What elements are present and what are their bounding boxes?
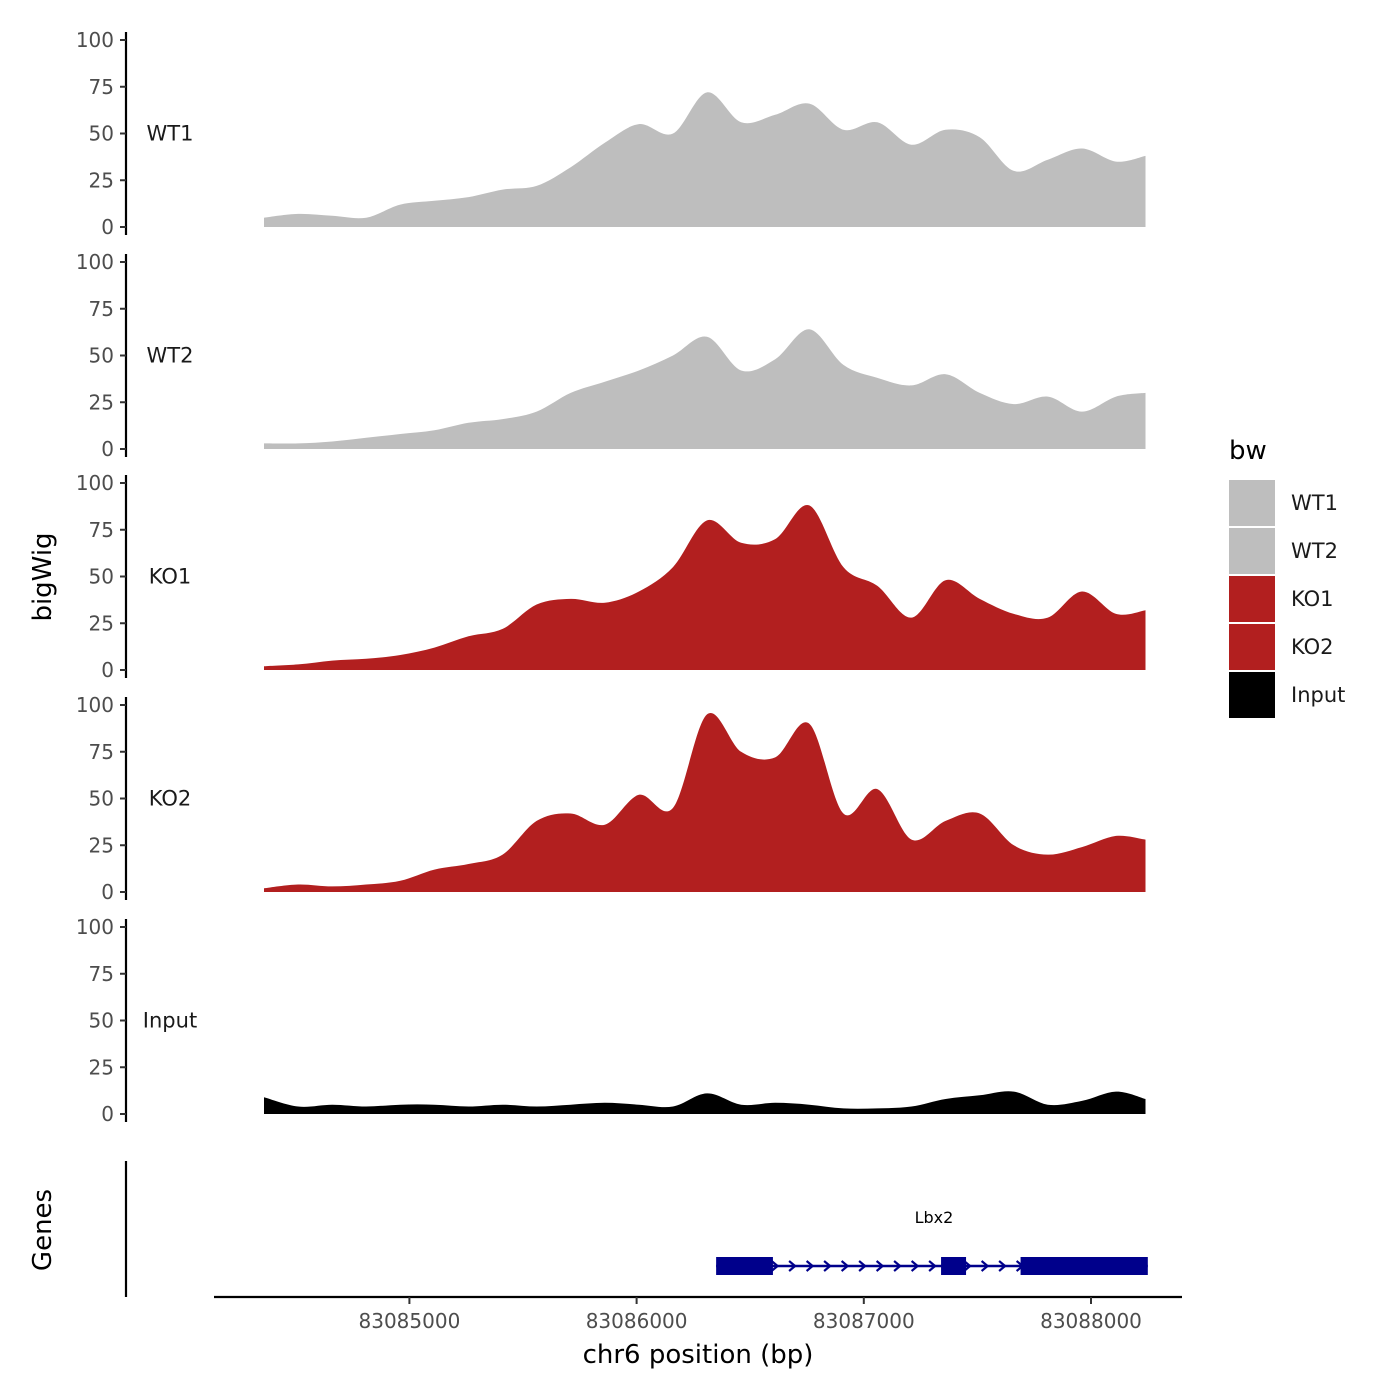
track-KO2: 0 25 50 75 100 KO2 [76, 693, 1146, 904]
strand-arrow-icon [770, 1260, 780, 1272]
x-tick-label: 83085000 [359, 1309, 461, 1333]
y-tick-label: 75 [89, 518, 114, 542]
y-tick-label: 50 [89, 787, 114, 811]
genes-axis-title: Genes [28, 1189, 58, 1271]
strand-arrow-icon [980, 1260, 990, 1272]
coverage-area-WT2 [264, 329, 1146, 449]
legend-swatch-KO1 [1229, 576, 1275, 622]
strand-arrow-icon [893, 1260, 902, 1272]
coverage-area-KO1 [264, 504, 1146, 670]
strand-arrow-icon [858, 1260, 867, 1272]
y-tick-label: 50 [89, 1009, 114, 1033]
x-tick-label: 83087000 [813, 1309, 915, 1333]
y-tick-label: 25 [89, 833, 114, 857]
legend-swatch-KO2 [1229, 624, 1275, 670]
y-tick-label: 100 [76, 28, 114, 52]
gene-exon [1020, 1257, 1148, 1275]
x-tick-label: 83088000 [1040, 1309, 1142, 1333]
legend-label: KO2 [1291, 635, 1334, 659]
legend-label: WT2 [1291, 539, 1338, 563]
y-tick-label: 25 [89, 390, 114, 414]
coverage-area-Input [264, 1091, 1146, 1114]
track-WT2: 0 25 50 75 100 WT2 [76, 250, 1146, 461]
gene-exon [941, 1257, 967, 1275]
y-tick-label: 25 [89, 611, 114, 635]
x-axis: 83085000 83086000 83087000 83088000 [214, 1295, 1182, 1333]
y-tick-label: 75 [89, 297, 114, 321]
gene-exon [716, 1257, 773, 1275]
x-tick-label: 83086000 [586, 1309, 688, 1333]
y-tick-label: 75 [89, 75, 114, 99]
y-tick-label: 75 [89, 962, 114, 986]
gene-name-label: Lbx2 [915, 1208, 954, 1227]
coverage-area-WT1 [264, 92, 1146, 227]
track-Input: 0 25 50 75 100 Input [76, 915, 1146, 1126]
y-tick-label: 0 [101, 215, 114, 239]
bigwig-tracks: 0255075100WT10255075100WT20255075100KO10… [76, 28, 1146, 1126]
strand-arrow-icon [910, 1260, 920, 1272]
track-label: KO2 [149, 787, 192, 811]
legend-title: bw [1229, 436, 1267, 466]
legend-swatch-WT1 [1229, 480, 1275, 526]
strand-arrow-icon [805, 1260, 815, 1272]
legend-label: Input [1291, 683, 1345, 707]
y-tick-label: 25 [89, 168, 114, 192]
legend-label: WT1 [1291, 491, 1338, 515]
strand-arrow-icon [823, 1260, 832, 1272]
y-tick-label: 100 [76, 915, 114, 939]
genes-track: Lbx2 [124, 1161, 1148, 1297]
y-tick-label: 100 [76, 250, 114, 274]
strand-arrow-icon [928, 1260, 937, 1272]
strand-arrow-icon [840, 1260, 850, 1272]
legend-label: KO1 [1291, 587, 1334, 611]
y-tick-label: 50 [89, 122, 114, 146]
y-tick-label: 0 [101, 658, 114, 682]
track-label: Input [143, 1009, 197, 1033]
y-tick-label: 25 [89, 1055, 114, 1079]
track-WT1: 0 25 50 75 100 WT1 [76, 28, 1146, 239]
y-tick-label: 75 [89, 740, 114, 764]
track-KO1: 0 25 50 75 100 KO1 [76, 471, 1146, 682]
y-tick-label: 0 [101, 437, 114, 461]
coverage-area-KO2 [264, 712, 1146, 892]
legend-swatch-WT2 [1229, 528, 1275, 574]
legend: bw WT1 WT2 KO1 KO2 Input [1229, 436, 1345, 718]
y-tick-label: 100 [76, 471, 114, 495]
y-axis-title: bigWig [28, 532, 58, 621]
strand-arrow-icon [998, 1260, 1007, 1272]
y-tick-label: 50 [89, 565, 114, 589]
track-label: WT1 [147, 122, 194, 146]
x-axis-title: chr6 position (bp) [583, 1340, 814, 1370]
strand-arrow-icon [963, 1260, 972, 1272]
track-label: WT2 [147, 344, 194, 368]
strand-arrow-icon [788, 1260, 797, 1272]
y-tick-label: 0 [101, 880, 114, 904]
strand-arrow-icon [875, 1260, 885, 1272]
legend-swatch-Input [1229, 672, 1275, 718]
y-tick-label: 100 [76, 693, 114, 717]
y-tick-label: 50 [89, 344, 114, 368]
track-label: KO1 [149, 565, 192, 589]
y-tick-label: 0 [101, 1102, 114, 1126]
